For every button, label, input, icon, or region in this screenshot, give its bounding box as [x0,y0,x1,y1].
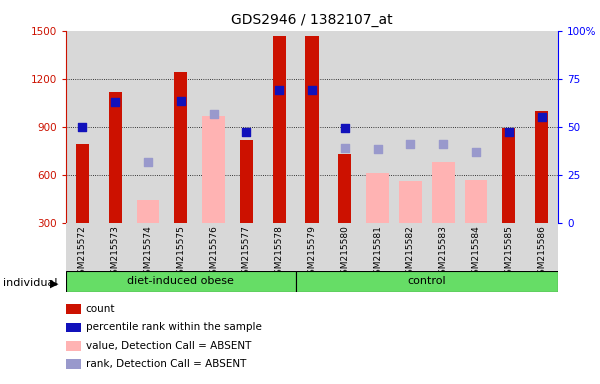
Text: GSM215581: GSM215581 [373,225,382,280]
Bar [240,139,253,223]
Text: GSM215584: GSM215584 [472,225,481,280]
Bar [137,200,160,223]
Bar [174,72,187,223]
Text: count: count [86,304,115,314]
Bar [394,31,427,223]
Bar [460,223,493,271]
Point [307,87,317,93]
Text: GSM215577: GSM215577 [242,225,251,280]
Bar [296,31,328,223]
Point [77,124,87,130]
Bar [99,223,131,271]
Bar [366,173,389,223]
Text: GSM215580: GSM215580 [340,225,349,280]
Bar [66,31,99,223]
Text: ▶: ▶ [50,278,58,288]
Text: GSM215576: GSM215576 [209,225,218,280]
Text: GSM215572: GSM215572 [78,225,87,280]
Bar [328,223,361,271]
FancyBboxPatch shape [66,271,296,292]
Bar [230,223,263,271]
Point [110,99,120,105]
Bar [394,223,427,271]
Point [504,128,514,135]
Text: diet-induced obese: diet-induced obese [127,276,234,286]
Text: rank, Detection Call = ABSENT: rank, Detection Call = ABSENT [86,359,246,369]
Bar [230,31,263,223]
Bar [399,181,422,223]
Text: GSM215586: GSM215586 [537,225,546,280]
Bar [109,91,122,223]
Bar [493,31,525,223]
Bar [76,144,89,223]
Bar [164,31,197,223]
Point [176,98,185,104]
Bar [493,223,525,271]
Bar [296,223,328,271]
Point [209,111,218,117]
Point [373,146,382,152]
FancyBboxPatch shape [296,271,558,292]
Bar [427,223,460,271]
Text: value, Detection Call = ABSENT: value, Detection Call = ABSENT [86,341,251,351]
Bar [272,36,286,223]
Point [406,141,415,147]
Text: GSM215582: GSM215582 [406,225,415,280]
Point [143,159,153,165]
Text: control: control [407,276,446,286]
Bar [202,116,225,223]
Bar [197,31,230,223]
Bar [197,223,230,271]
Text: GSM215575: GSM215575 [176,225,185,280]
Text: GSM215574: GSM215574 [143,225,152,280]
Bar [464,180,487,223]
Bar [66,223,99,271]
Point [471,149,481,156]
Bar [99,31,131,223]
Bar [432,162,455,223]
Bar [263,31,296,223]
Title: GDS2946 / 1382107_at: GDS2946 / 1382107_at [231,13,393,27]
Bar [361,223,394,271]
Bar [305,36,319,223]
Text: percentile rank within the sample: percentile rank within the sample [86,322,262,333]
Point [274,87,284,93]
Bar [164,223,197,271]
Bar [338,154,352,223]
Bar [525,31,558,223]
Point [537,114,547,120]
Point [439,141,448,147]
Point [242,128,251,135]
Point [340,124,350,131]
Text: GSM215583: GSM215583 [439,225,448,280]
Bar [131,223,164,271]
Bar [460,31,493,223]
Bar [535,111,548,223]
Bar [502,128,515,223]
Text: individual: individual [3,278,58,288]
Text: GSM215578: GSM215578 [275,225,284,280]
Bar [131,31,164,223]
Text: GSM215579: GSM215579 [308,225,317,280]
Text: GSM215585: GSM215585 [504,225,513,280]
Text: GSM215573: GSM215573 [111,225,120,280]
Bar [525,223,558,271]
Point [340,144,350,151]
Bar [328,31,361,223]
Bar [361,31,394,223]
Bar [427,31,460,223]
Bar [263,223,296,271]
